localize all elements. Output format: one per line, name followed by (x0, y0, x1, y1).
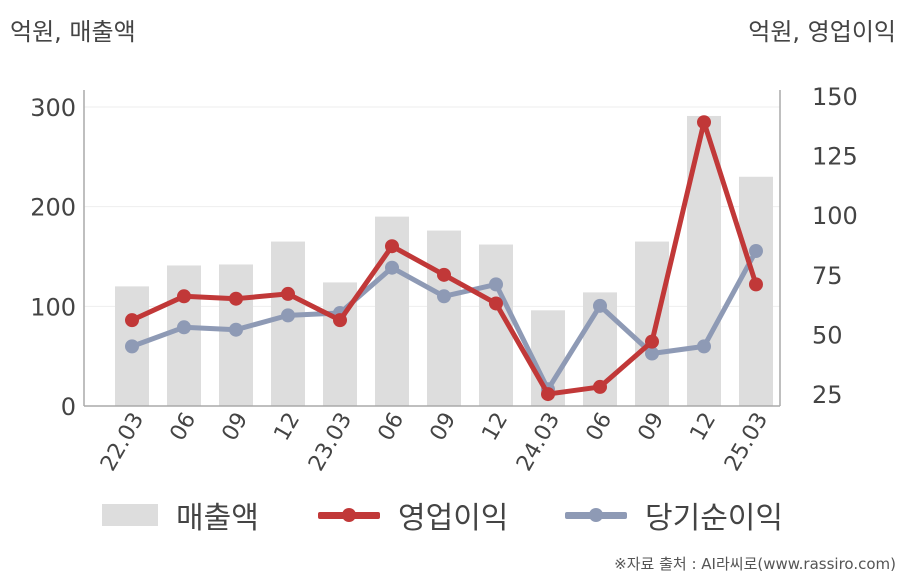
operating-profit-point (593, 379, 607, 394)
x-tick-label: 12 (478, 409, 514, 446)
net-income-point (385, 260, 399, 275)
operating-profit-point (177, 289, 191, 304)
operating-profit-point (281, 286, 295, 301)
x-tick-label: 22.03 (96, 409, 149, 476)
source-credit: ※자료 출처 : AI라씨로(www.rassiro.com) (614, 555, 896, 573)
x-tick-label: 12 (686, 409, 722, 446)
operating-profit-point (385, 239, 399, 254)
y-right-tick-label: 125 (812, 143, 858, 171)
net-income-point (697, 339, 711, 354)
net-income-point (125, 339, 139, 354)
y-left-tick-label: 100 (30, 293, 76, 321)
legend-swatch-operating-profit (318, 504, 380, 526)
x-tick-label: 24.03 (512, 409, 565, 476)
operating-profit-point (229, 291, 243, 306)
operating-profit-point (541, 387, 555, 402)
x-tick-label: 09 (634, 409, 670, 446)
operating-profit-point (645, 334, 659, 349)
net-income-point (593, 298, 607, 313)
profit-lines (125, 115, 763, 402)
net-income-point (177, 320, 191, 335)
operating-profit-point (333, 313, 347, 328)
revenue-bar (427, 230, 461, 406)
x-tick-label: 06 (374, 409, 410, 446)
legend-item-revenue: 매출액 (102, 490, 259, 540)
net-income-point (437, 289, 451, 304)
y-right-tick-label: 50 (812, 321, 843, 349)
axes (83, 90, 781, 407)
net-income-point (281, 308, 295, 323)
x-tick-label: 09 (218, 409, 254, 446)
y-right-tick-label: 100 (812, 202, 858, 230)
legend: 매출액 영업이익 당기순이익 (0, 490, 908, 540)
revenue-bar (635, 241, 669, 406)
operating-profit-point (697, 115, 711, 130)
x-tick-label: 06 (582, 409, 618, 446)
revenue-bar (167, 265, 201, 406)
x-tick-label: 09 (426, 409, 462, 446)
right-axis-unit: 억원, 영업이익 (748, 18, 896, 46)
y-left-tick-label: 200 (30, 194, 76, 222)
y-left-tick-label: 0 (61, 393, 76, 421)
x-tick-label: 12 (270, 409, 306, 446)
y-right-tick-label: 150 (812, 83, 858, 111)
net-income-point (229, 322, 243, 337)
legend-label-net-income: 당기순이익 (645, 501, 783, 536)
operating-profit-point (749, 277, 763, 292)
net-income-point (645, 346, 659, 361)
legend-label-revenue: 매출액 (176, 501, 259, 536)
net-income-point (749, 244, 763, 258)
operating-profit-point (489, 296, 503, 311)
x-tick-label: 25.03 (720, 409, 773, 476)
x-tick-label: 23.03 (304, 409, 357, 476)
legend-swatch-net-income (565, 504, 627, 526)
operating-profit-point (437, 267, 451, 282)
revenue-bars (115, 115, 773, 406)
y-right-tick-label: 25 (812, 381, 843, 409)
legend-item-net-income: 당기순이익 (565, 490, 783, 540)
y-right-tick-label: 75 (812, 262, 843, 290)
net-income-point (489, 277, 503, 292)
x-tick-label: 06 (166, 409, 202, 446)
legend-swatch-revenue (102, 504, 158, 526)
legend-label-operating-profit: 영업이익 (398, 501, 509, 536)
operating-profit-point (125, 313, 139, 328)
y-left-tick-label: 300 (30, 94, 76, 122)
revenue-bar (271, 241, 305, 406)
left-axis-unit: 억원, 매출액 (10, 18, 136, 46)
legend-item-operating-profit: 영업이익 (318, 490, 508, 540)
